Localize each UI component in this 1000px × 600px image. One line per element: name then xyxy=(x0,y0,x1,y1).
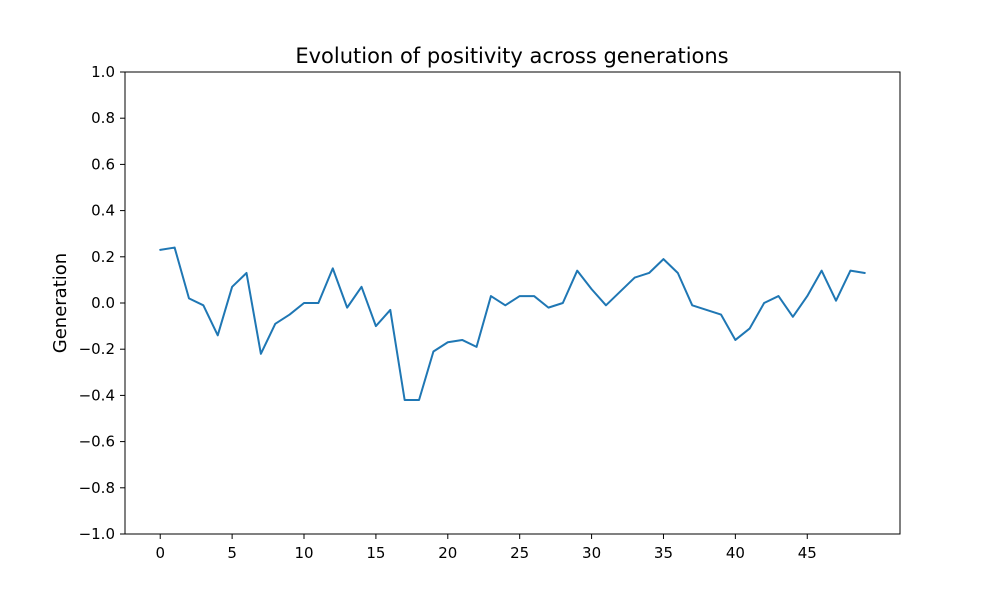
x-tick-label: 40 xyxy=(726,544,745,562)
y-tick-label: −0.8 xyxy=(79,479,115,497)
series-line xyxy=(159,246,866,402)
y-tick-label: 0.8 xyxy=(91,109,115,127)
y-tick-label: 0.4 xyxy=(91,202,115,220)
y-tick-label: 0.6 xyxy=(91,155,115,173)
x-tick-label: 10 xyxy=(294,544,313,562)
x-tick-label: 30 xyxy=(582,544,601,562)
x-tick-label: 15 xyxy=(366,544,385,562)
y-axis: −1.0 −0.8 −0.6 −0.4 −0.2 0.0 0.2 0.4 0.6 0.8 1.0 xyxy=(79,63,125,543)
plot-frame xyxy=(124,71,901,535)
y-tick-label: −0.2 xyxy=(79,340,115,358)
x-tick-label: 45 xyxy=(798,544,817,562)
x-tick-label: 20 xyxy=(438,544,457,562)
x-tick-label: 25 xyxy=(510,544,529,562)
x-tick-label: 5 xyxy=(227,544,237,562)
x-tick-label: 0 xyxy=(155,544,165,562)
y-tick-label: −0.4 xyxy=(79,386,115,404)
plot-area xyxy=(125,72,900,534)
x-axis: 0 5 10 15 20 25 30 35 40 45 xyxy=(155,534,817,562)
x-tick-label: 35 xyxy=(654,544,673,562)
chart-title: Evolution of positivity across generatio… xyxy=(295,44,728,68)
y-tick-label: 1.0 xyxy=(91,63,115,81)
y-tick-label: 0.2 xyxy=(91,248,115,266)
y-tick-label: 0.0 xyxy=(91,294,115,312)
y-axis-title: Generation xyxy=(50,253,71,353)
plot-background xyxy=(125,72,900,534)
y-tick-label: −0.6 xyxy=(79,433,115,451)
y-tick-label: −1.0 xyxy=(79,525,115,543)
